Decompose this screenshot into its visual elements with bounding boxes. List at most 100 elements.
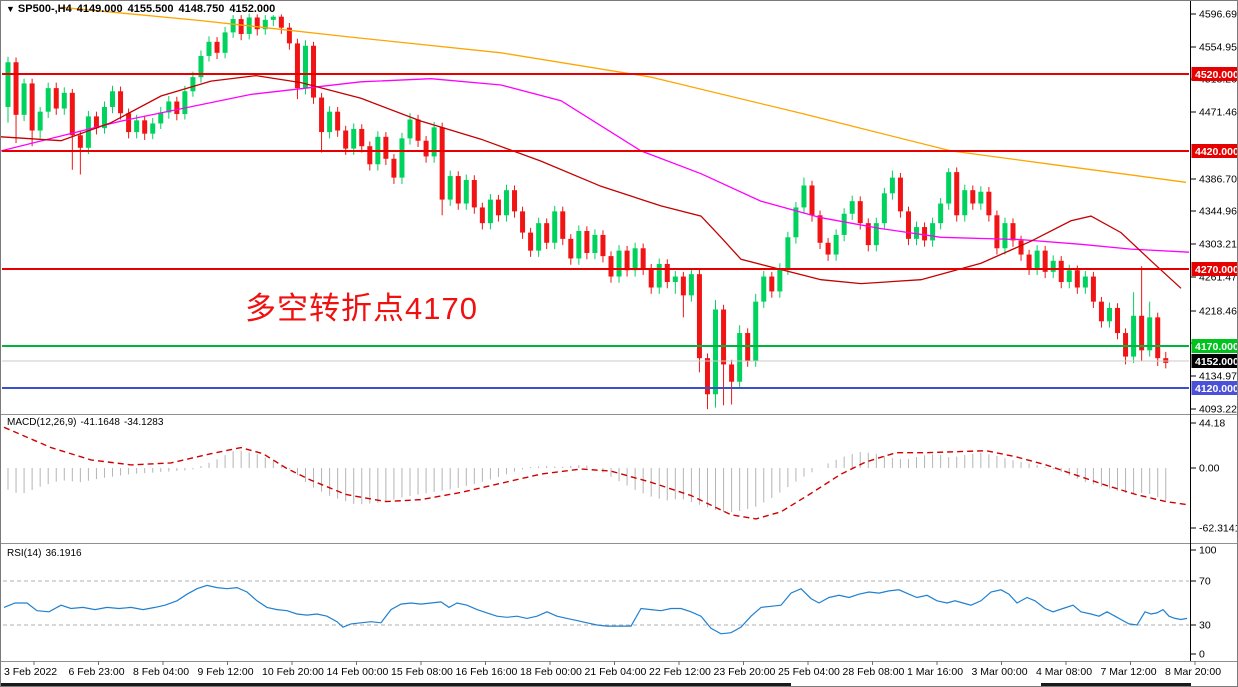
ma-slow-orange	[60, 6, 1187, 183]
candle-body	[616, 250, 622, 277]
candle-body	[664, 263, 670, 283]
candle-body	[1066, 270, 1072, 283]
time-axis-label: 25 Feb 04:00	[778, 666, 840, 678]
ohlc-toggle-icon[interactable]: ▼	[6, 4, 15, 14]
candle-body	[142, 120, 148, 134]
candle-body	[311, 45, 317, 98]
candle-body	[970, 190, 976, 204]
ohlc-high: 4155.500	[127, 3, 174, 15]
candle-body	[110, 91, 116, 107]
candle-body	[552, 211, 558, 243]
time-axis-label: 18 Feb 00:00	[520, 666, 582, 678]
macd-scale-tick: -62.3141	[1199, 523, 1238, 535]
candle-body	[319, 97, 325, 133]
candle-body	[101, 106, 107, 129]
candle-body	[335, 111, 341, 131]
candle-body	[45, 88, 51, 112]
candle-body	[21, 83, 27, 115]
candle-body	[447, 176, 453, 200]
time-axis-label: 8 Feb 04:00	[133, 666, 189, 678]
candle-body	[809, 185, 815, 216]
candle-body	[849, 201, 855, 214]
candle-body	[704, 358, 710, 395]
candle-body	[37, 111, 43, 131]
candle-body	[126, 113, 132, 133]
candle-body	[118, 91, 124, 114]
rsi-scale-tick: 0	[1199, 649, 1205, 661]
time-axis-label: 23 Feb 20:00	[714, 666, 776, 678]
candle-body	[801, 185, 807, 208]
candle-body	[262, 19, 268, 30]
candle-body	[640, 248, 646, 269]
candle-body	[1010, 223, 1016, 241]
macd-name: MACD(12,26,9)	[7, 417, 77, 428]
candle-body	[785, 237, 791, 269]
candle-body	[737, 333, 743, 382]
candle-body	[77, 135, 83, 148]
candle-body	[761, 276, 767, 302]
candle-body	[624, 250, 630, 271]
candle-body	[1074, 270, 1080, 288]
candle-body	[978, 191, 984, 204]
candle-body	[407, 119, 413, 139]
candle-body	[793, 207, 799, 238]
ma-medium-magenta	[1, 78, 1190, 253]
candle-body	[914, 227, 920, 239]
ma-fast-darkred	[1, 74, 1182, 289]
rsi-scale-tick: 70	[1199, 576, 1211, 588]
candle-body	[576, 231, 582, 259]
rsi-indicator-label: RSI(14) 36.1916	[7, 548, 86, 559]
symbol-timeframe: SP500-,H4	[17, 3, 72, 15]
candle-body	[1131, 315, 1137, 357]
price-badge-label: 4420.000	[1195, 146, 1238, 158]
time-axis-label: 10 Feb 20:00	[262, 666, 324, 678]
candle-body	[954, 172, 960, 216]
price-badge	[1191, 381, 1237, 395]
time-axis-label: 7 Mar 12:00	[1101, 666, 1157, 678]
chart-scrollbar[interactable]	[1041, 683, 1191, 686]
candle-body	[367, 146, 373, 165]
candle-body	[905, 211, 911, 239]
candle-body	[962, 190, 968, 216]
time-axis-label: 6 Feb 23:00	[69, 666, 125, 678]
candle-body	[672, 276, 678, 283]
candle-body	[777, 268, 783, 292]
candle-body	[769, 276, 775, 292]
time-axis-label: 4 Mar 08:00	[1036, 666, 1092, 678]
candle-body	[1098, 301, 1104, 322]
macd-signal-line	[3, 426, 1188, 520]
candle-body	[729, 364, 735, 382]
time-axis-label: 3 Mar 00:00	[972, 666, 1028, 678]
time-axis-label: 21 Feb 04:00	[585, 666, 647, 678]
macd-scale-tick: 0.00	[1199, 463, 1220, 475]
candle-body	[351, 128, 357, 149]
candle-body	[1155, 317, 1161, 359]
candle-body	[1002, 223, 1008, 249]
candle-body	[841, 213, 847, 235]
time-axis-label: 22 Feb 12:00	[649, 666, 711, 678]
candle-body	[512, 190, 518, 212]
candle-body	[986, 191, 992, 216]
candle-body	[897, 177, 903, 212]
rsi-value: 36.1916	[45, 548, 82, 559]
candle-body	[230, 19, 236, 33]
candle-body	[688, 274, 694, 296]
candle-body	[431, 127, 437, 157]
candle-body	[1147, 317, 1153, 351]
price-tick: 4344.960	[1199, 206, 1238, 218]
price-tick: 4093.225	[1199, 404, 1238, 416]
candle-body	[439, 127, 445, 200]
ohlc-close: 4152.000	[229, 3, 276, 15]
candle-body	[994, 215, 1000, 249]
chart-scrollbar[interactable]	[1, 683, 791, 686]
candle-body	[656, 263, 662, 288]
candle-body	[383, 136, 389, 159]
candle-body	[503, 190, 509, 216]
candle-body	[1123, 333, 1129, 357]
candle-body	[753, 301, 759, 361]
candle-body	[29, 83, 35, 131]
candle-body	[455, 176, 461, 204]
candle-body	[5, 62, 11, 107]
candle-body	[584, 231, 590, 253]
